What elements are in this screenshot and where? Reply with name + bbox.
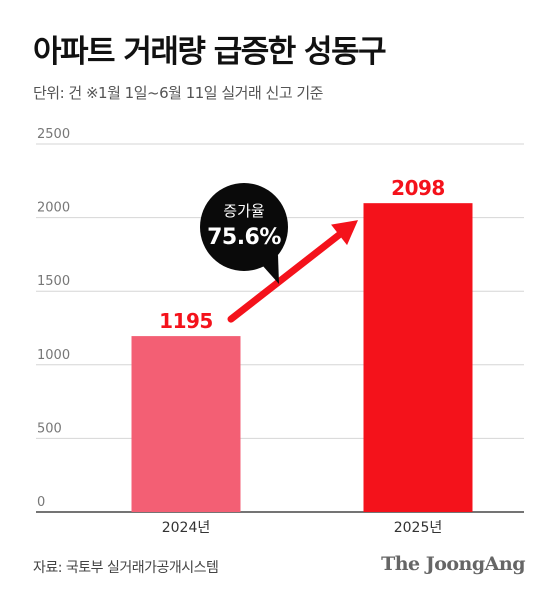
x-tick-label-0: 2024년 — [162, 520, 211, 536]
brand-logo: The JoongAng — [381, 553, 525, 575]
x-tick-label-1: 2025년 — [394, 520, 443, 536]
bars — [131, 203, 473, 513]
y-tick-label-2500: 2500 — [37, 127, 70, 142]
chart-title: 아파트 거래량 급증한 성동구 — [33, 34, 387, 70]
annotation-value: 75.6% — [207, 225, 281, 250]
y-tick-label-500: 500 — [37, 421, 62, 436]
y-tick-label-2000: 2000 — [37, 201, 70, 216]
bubble-tail — [262, 255, 279, 284]
y-tick-label-0: 0 — [37, 495, 45, 510]
source-note: 자료: 국토부 실거래가공개시스템 — [33, 560, 219, 576]
growth-annotation: 증가율 75.6% — [200, 183, 358, 323]
growth-arrow-shaft — [227, 231, 343, 323]
annotation-bubble — [200, 183, 288, 271]
annotation-label: 증가율 — [223, 202, 264, 220]
growth-arrow-head — [331, 220, 358, 246]
y-tick-label-1500: 1500 — [37, 274, 70, 289]
y-tick-labels: 0 500 1000 1500 2000 2500 — [37, 127, 70, 510]
data-labels: 1195 2098 — [159, 176, 445, 333]
chart-subtitle: 단위: 건 ※1월 1일~6월 11일 실거래 신고 기준 — [33, 84, 324, 102]
data-label-1: 2098 — [391, 176, 445, 200]
bar-0 — [131, 336, 241, 512]
bar-1 — [363, 203, 473, 513]
y-tick-label-1000: 1000 — [37, 348, 70, 363]
data-label-0: 1195 — [159, 309, 213, 333]
x-tick-labels: 2024년 2025년 — [162, 520, 443, 536]
